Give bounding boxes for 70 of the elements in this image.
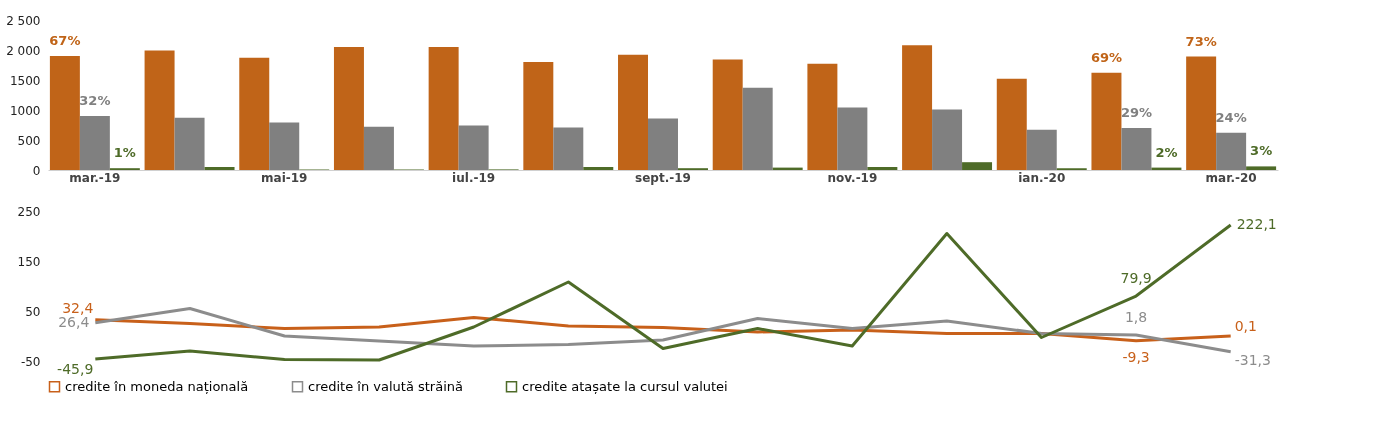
bar [648,118,678,170]
line-series [93,307,1233,354]
annotation: 29% [1120,105,1152,120]
bar [996,78,1027,170]
bar [553,127,584,170]
data-label: 222,1 [1236,215,1277,232]
bar [239,57,270,170]
annotation: 32% [79,93,111,108]
bar [1246,166,1277,170]
bar [1121,128,1152,170]
bar [204,167,235,170]
data-label: 0,1 [1234,317,1257,334]
data-label: 32,4 [62,299,94,316]
bar [458,125,489,170]
bar [867,167,898,170]
legend-label: credite în valută străină [308,378,463,394]
bar [363,126,394,170]
data-label: -31,3 [1234,351,1271,368]
bar [428,47,459,170]
legend-label: credite atașate la cursul valutei [522,378,728,394]
bar [742,87,773,170]
x-tick-label: nov.-19 [827,170,878,185]
x-tick-label: mar.-20 [1205,170,1257,185]
annotation: 2% [1155,144,1178,160]
line-series [93,223,1233,362]
bar [269,122,300,170]
annotation: 1% [113,145,136,161]
bar [1026,129,1057,170]
x-tick-label: mar.-19 [69,170,121,185]
annotation: 3% [1250,143,1273,159]
x-tick-label: ian.-20 [1018,170,1066,185]
bar [1186,56,1217,170]
bar [932,109,963,170]
y-tick-label: 2 000 [6,43,41,58]
x-tick-label: iul.-19 [452,170,496,185]
annotation: 24% [1215,109,1247,125]
bar [523,62,554,170]
bar [1216,132,1247,170]
y-tick-label: -50 [20,354,41,369]
data-label: 1,8 [1124,309,1148,326]
bar [1091,72,1122,170]
bar [174,117,205,170]
annotation: 67% [49,33,81,48]
data-label: -9,3 [1122,348,1150,365]
bar [902,45,933,170]
bar [837,107,868,170]
legend-label: credite în moneda națională [65,378,249,394]
bar [79,116,110,170]
y-tick-label: 50 [25,304,41,319]
annotation: 69% [1090,49,1123,65]
x-tick-label: mai-19 [261,170,308,185]
bar [962,162,993,170]
bar [49,56,80,170]
y-tick-label: 1000 [9,103,41,118]
bar [583,167,614,170]
y-tick-label: 250 [17,204,41,219]
y-tick-label: 150 [17,254,41,269]
bar [807,63,838,170]
data-label: -45,9 [57,360,94,377]
x-tick-label: sept.-19 [635,170,691,185]
y-tick-label: 0 [32,163,41,178]
annotation: 73% [1185,33,1217,49]
y-tick-label: 2 500 [6,13,41,28]
y-tick-label: 500 [17,133,41,148]
y-tick-label: 1500 [9,73,41,88]
bar [144,50,175,170]
data-label: 79,9 [1120,270,1152,287]
bar [618,54,649,170]
bar [333,47,364,170]
bar [712,59,743,170]
